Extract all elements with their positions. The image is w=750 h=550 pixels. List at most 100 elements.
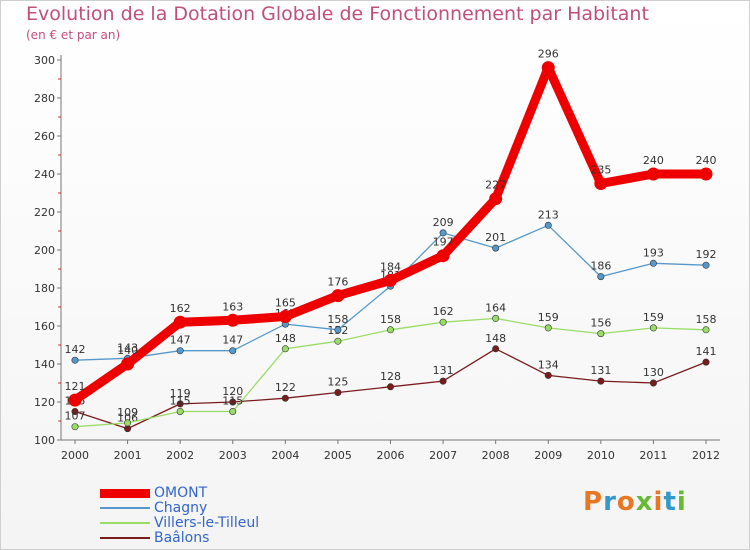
data-label-omont: 240 (643, 154, 664, 167)
x-tick-label: 2005 (324, 449, 352, 462)
data-point-baalons (229, 398, 237, 406)
logo-letter: i (676, 487, 687, 517)
y-tick-label: 220 (34, 206, 55, 219)
data-point-omont (594, 177, 608, 190)
x-tick-label: 2004 (271, 449, 299, 462)
legend-swatch-chagny (100, 507, 150, 509)
data-label-villers-le-tilleul: 159 (538, 311, 559, 324)
data-point-omont (436, 249, 450, 263)
data-point-chagny (702, 261, 710, 269)
data-point-villers-le-tilleul (492, 314, 500, 322)
data-label-chagny: 192 (696, 248, 717, 261)
data-label-baalons: 122 (275, 381, 296, 394)
data-label-chagny: 186 (590, 260, 611, 273)
data-label-villers-le-tilleul: 158 (696, 313, 717, 326)
data-point-omont (646, 167, 660, 181)
data-label-villers-le-tilleul: 115 (170, 395, 191, 408)
data-point-chagny (176, 347, 184, 355)
data-label-villers-le-tilleul: 164 (485, 301, 506, 314)
data-point-omont (226, 313, 240, 327)
series-line-omont (70, 63, 711, 405)
data-label-chagny: 143 (117, 341, 138, 354)
data-point-villers-le-tilleul (702, 326, 710, 334)
data-point-villers-le-tilleul (281, 345, 289, 353)
data-point-omont (489, 192, 503, 206)
data-label-baalons: 130 (643, 366, 664, 379)
data-point-omont (173, 315, 187, 329)
data-point-chagny (334, 326, 342, 334)
data-label-baalons: 128 (380, 370, 401, 383)
data-label-villers-le-tilleul: 156 (590, 317, 611, 330)
x-tick-label: 2011 (639, 449, 667, 462)
data-point-villers-le-tilleul (334, 337, 342, 345)
y-tick-label: 160 (34, 320, 55, 333)
legend-swatch-baalons (100, 537, 150, 539)
y-tick-label: 200 (34, 244, 55, 257)
data-point-villers-le-tilleul (176, 407, 184, 415)
x-tick-label: 2002 (166, 449, 194, 462)
data-label-villers-le-tilleul: 162 (433, 305, 454, 318)
data-label-villers-le-tilleul: 109 (117, 406, 138, 419)
data-point-baalons (386, 383, 394, 391)
data-label-omont: 227 (485, 179, 506, 192)
data-label-baalons: 131 (433, 364, 454, 377)
legend-swatch-omont (100, 489, 150, 498)
x-tick-label: 2003 (219, 449, 247, 462)
logo-letter: P (583, 487, 604, 517)
y-tick-label: 240 (34, 168, 55, 181)
data-point-baalons (439, 377, 447, 385)
data-label-chagny: 213 (538, 208, 559, 221)
data-label-villers-le-tilleul: 148 (275, 332, 296, 345)
y-tick-label: 180 (34, 282, 55, 295)
data-label-omont: 240 (696, 154, 717, 167)
data-point-baalons (702, 358, 710, 366)
data-label-baalons: 125 (327, 376, 348, 389)
data-point-baalons (597, 377, 605, 385)
data-label-omont: 176 (327, 276, 348, 289)
y-tick-label: 140 (34, 358, 55, 371)
legend-label-villers: Villers-le-Tilleul (154, 515, 260, 531)
data-label-villers-le-tilleul: 115 (222, 395, 243, 408)
logo-letter: i (653, 487, 664, 517)
data-point-baalons (492, 345, 500, 353)
data-point-omont (699, 167, 713, 181)
chart-title: Evolution de la Dotation Globale de Fonc… (26, 3, 649, 25)
data-label-omont: 184 (380, 260, 401, 273)
data-label-baalons: 120 (222, 385, 243, 398)
data-point-villers-le-tilleul (597, 330, 605, 338)
data-label-chagny: 147 (222, 334, 243, 347)
data-label-omont: 165 (275, 297, 296, 310)
y-tick-label: 120 (34, 396, 55, 409)
logo-letter: o (616, 487, 636, 517)
data-point-omont (68, 393, 82, 407)
chart-subtitle: (en € et par an) (26, 28, 121, 42)
data-label-chagny: 209 (433, 216, 454, 229)
logo-letter: x (635, 487, 654, 517)
data-point-villers-le-tilleul (386, 326, 394, 334)
x-tick-label: 2012 (692, 449, 720, 462)
data-label-chagny: 142 (65, 343, 86, 356)
data-point-villers-le-tilleul (71, 423, 79, 431)
data-point-chagny (544, 221, 552, 229)
data-label-baalons: 119 (170, 387, 191, 400)
data-label-chagny: 193 (643, 246, 664, 259)
y-tick-label: 260 (34, 130, 55, 143)
logo-letter: t (663, 487, 677, 517)
data-point-omont (384, 273, 397, 287)
legend-label-chagny: Chagny (154, 500, 208, 516)
y-tick-label: 100 (34, 434, 55, 447)
data-point-chagny (649, 259, 657, 267)
data-point-baalons (334, 388, 342, 396)
data-point-baalons (544, 371, 552, 379)
data-label-baalons: 148 (485, 332, 506, 345)
data-label-chagny: 201 (485, 231, 506, 244)
x-tick-label: 2008 (482, 449, 510, 462)
data-point-omont (541, 61, 555, 75)
data-point-baalons (71, 407, 79, 415)
legend-label-baalons: Baâlons (154, 530, 210, 546)
data-point-baalons (281, 394, 289, 402)
x-tick-label: 2007 (429, 449, 457, 462)
data-point-omont (121, 357, 135, 371)
data-point-baalons (176, 400, 184, 408)
